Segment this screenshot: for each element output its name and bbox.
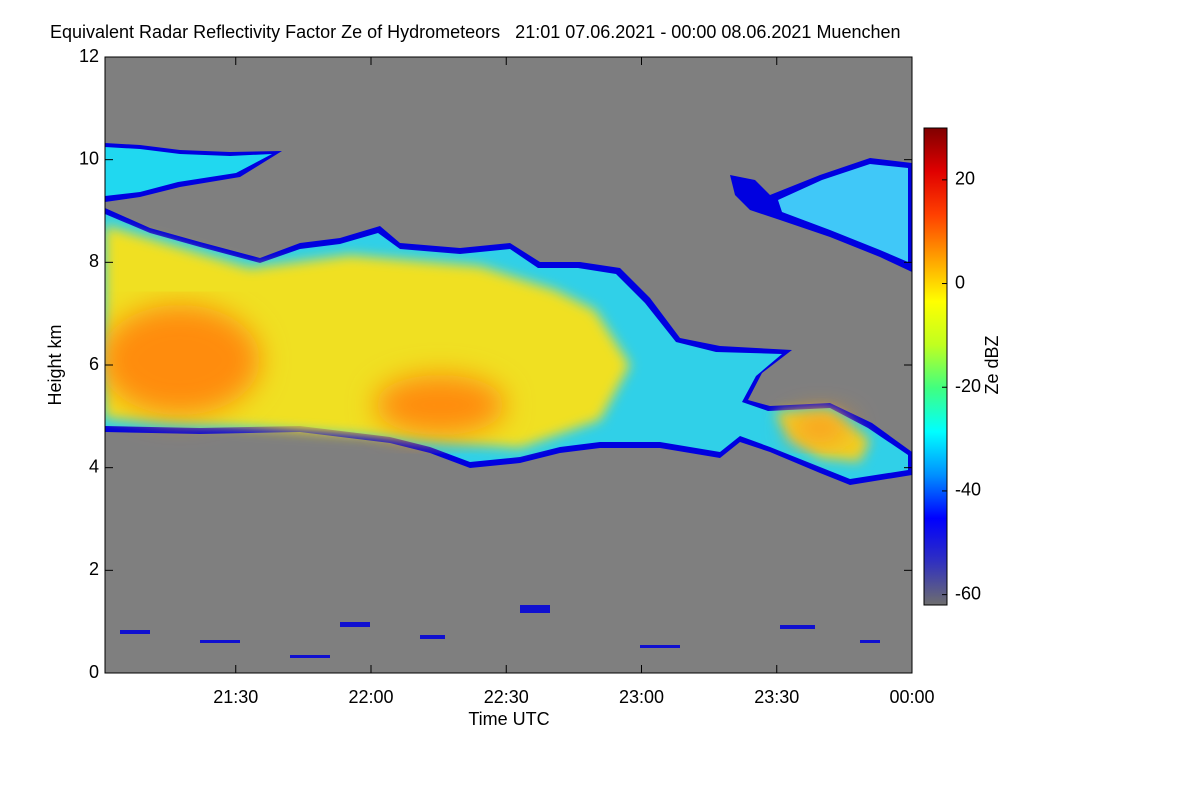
x-tick-label: 22:30 [484,687,529,707]
y-tick-label: 8 [89,251,99,271]
reflectivity-field [105,143,912,658]
y-tick-label: 12 [79,46,99,66]
colorbar-tick-label: -60 [955,583,981,603]
colorbar-tick-label: 0 [955,272,965,292]
y-tick-label: 4 [89,456,99,476]
cloud-peak [790,416,850,440]
x-tick-label: 23:00 [619,687,664,707]
x-tick-label: 21:30 [213,687,258,707]
y-tick-label: 6 [89,354,99,374]
y-tick-label: 0 [89,662,99,682]
cloud-peak [375,375,505,435]
cloud-upper-right [778,164,908,262]
cloud-upper [105,147,272,196]
colorbar-tick-label: -20 [955,376,981,396]
x-tick-label: 23:30 [754,687,799,707]
colorbar-tick-label: 20 [955,169,975,189]
chart-title: Equivalent Radar Reflectivity Factor Ze … [50,22,901,42]
y-tick-label: 2 [89,559,99,579]
colorbar-tick-label: -40 [955,480,981,500]
x-axis-label: Time UTC [468,709,549,729]
x-tick-label: 00:00 [889,687,934,707]
y-axis-label: Height km [45,324,65,405]
y-tick-label: 10 [79,148,99,168]
colorbar [923,127,948,606]
clutter [120,605,880,658]
colorbar-label: Ze dBZ [982,335,1002,394]
cloud-peak [105,305,260,415]
x-tick-label: 22:00 [348,687,393,707]
